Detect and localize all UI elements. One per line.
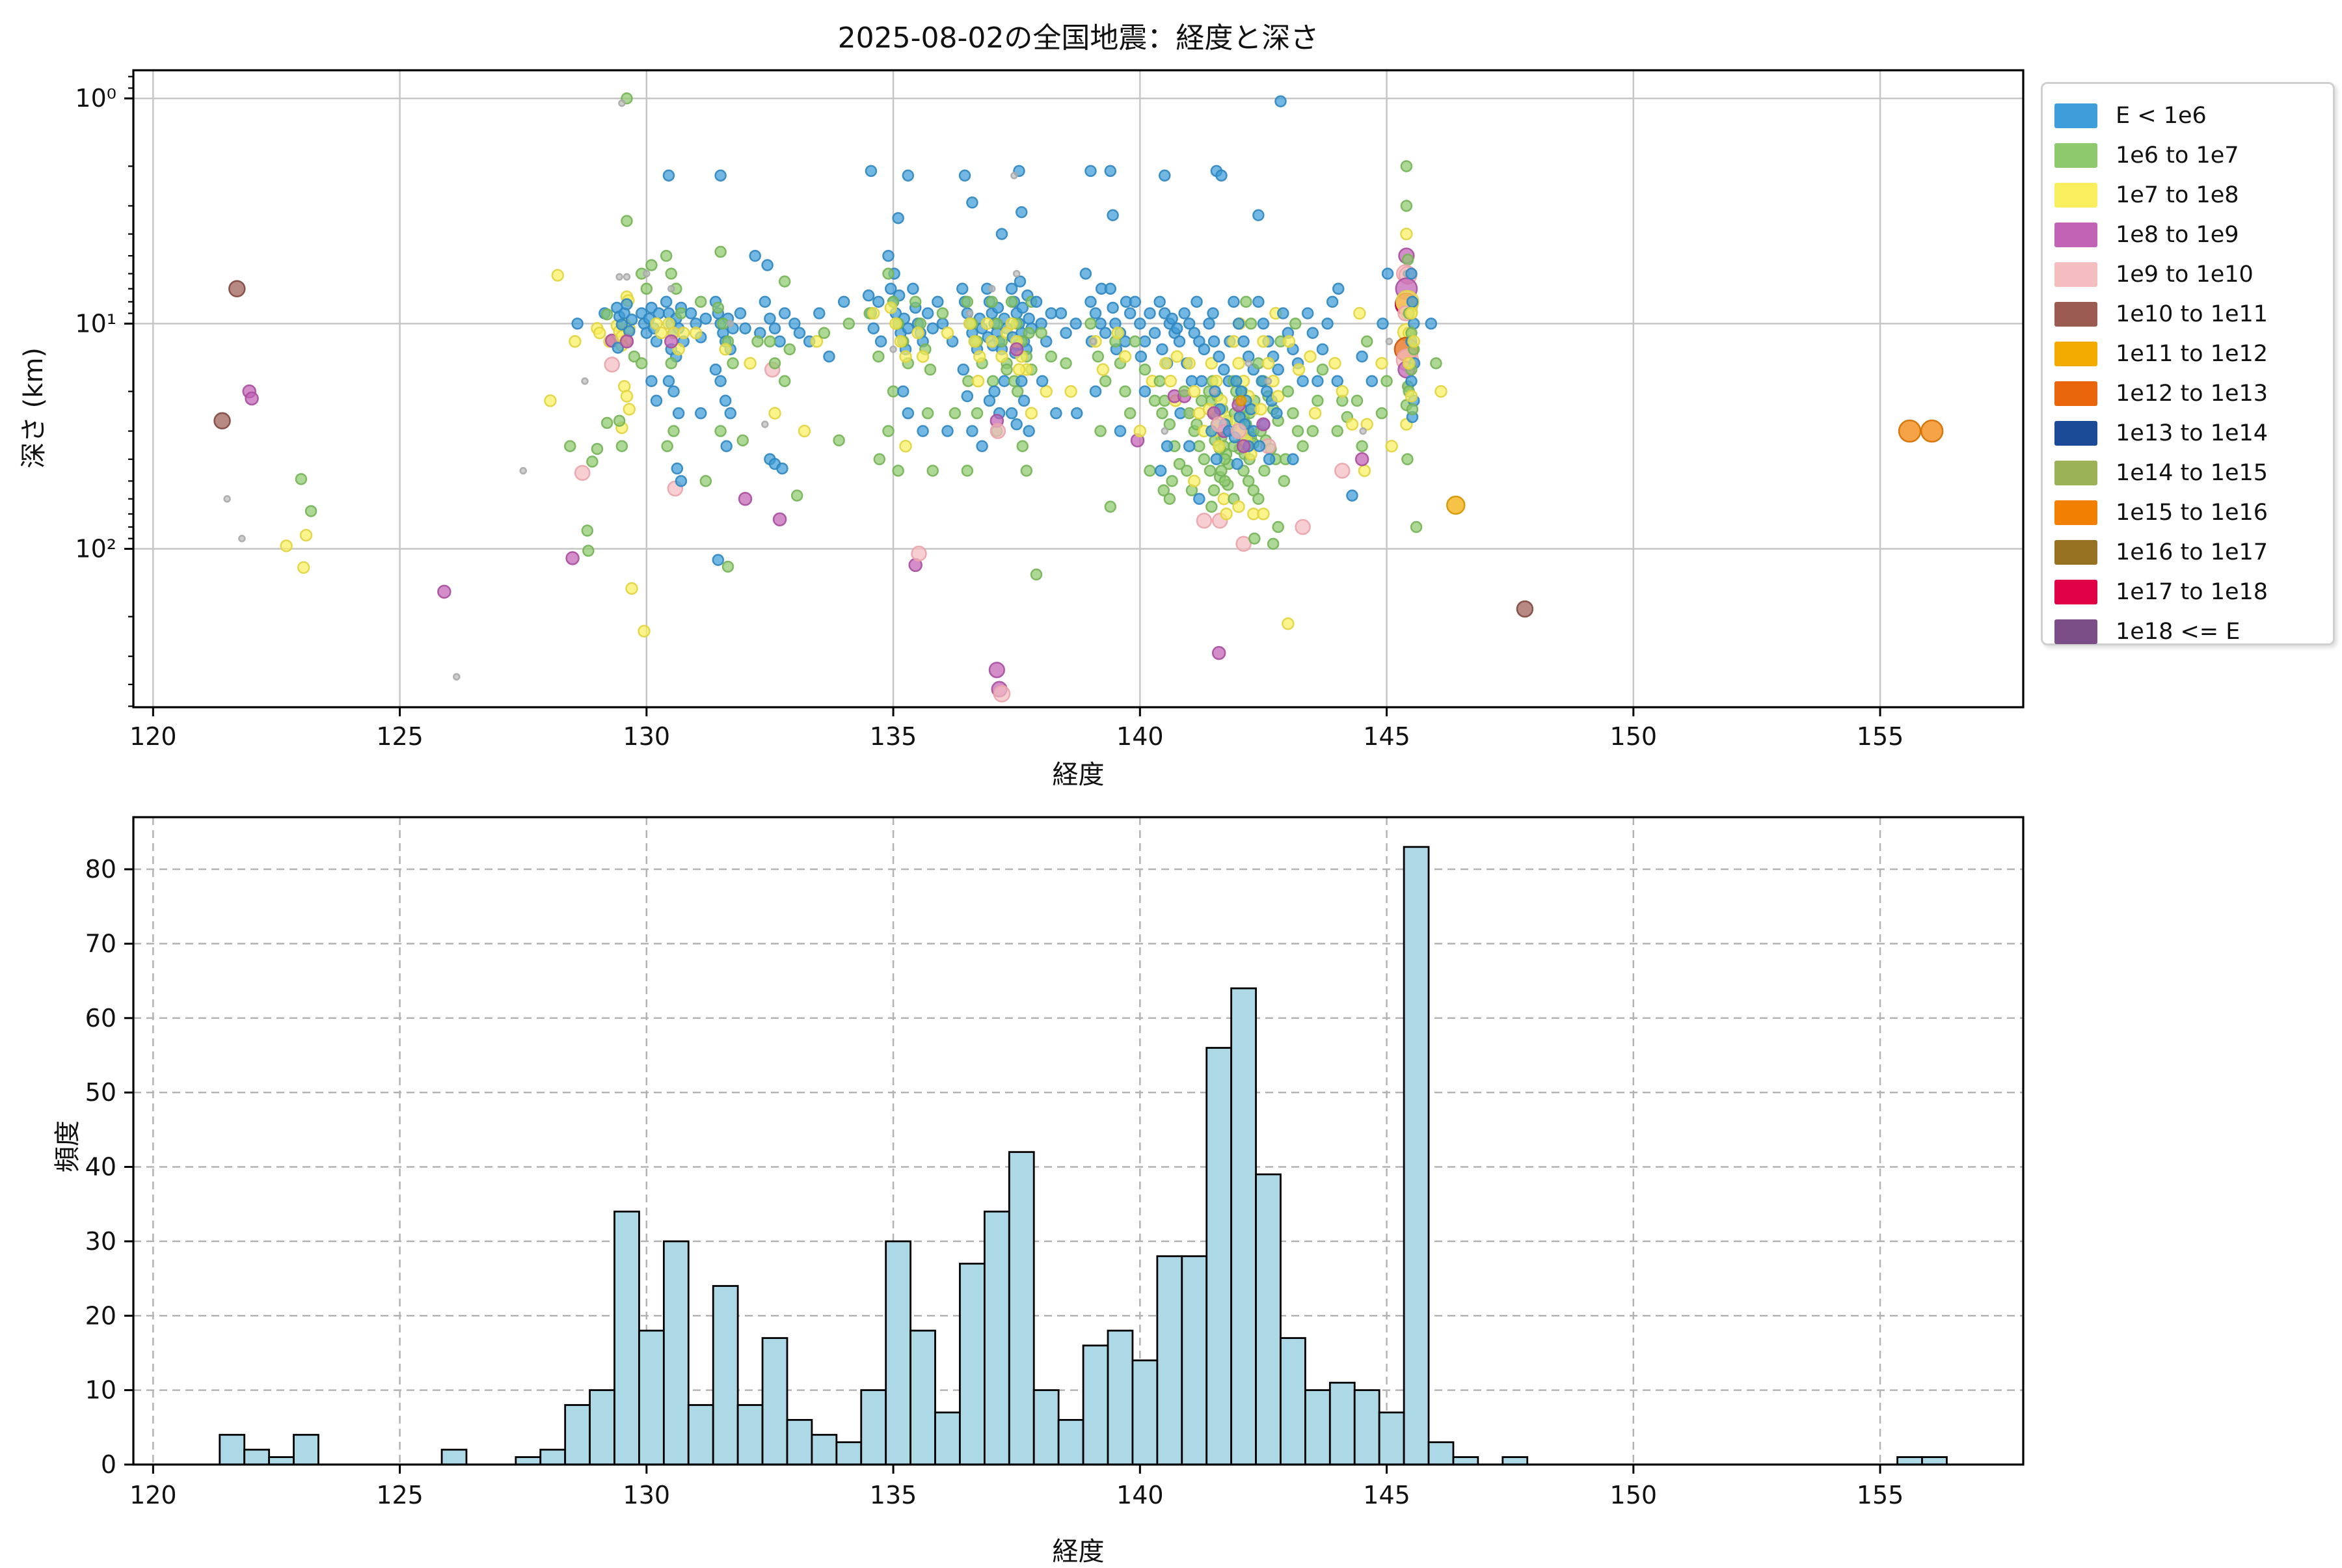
scatter-ylabel: 深さ (km): [19, 347, 49, 469]
legend-swatch: [2054, 103, 2097, 128]
legend-swatch: [2054, 142, 2097, 168]
legend-item: 1e15 to 1e16: [2054, 493, 2333, 532]
legend-item: 1e11 to 1e12: [2054, 334, 2333, 373]
svg-text:60: 60: [85, 1004, 116, 1033]
svg-text:40: 40: [85, 1153, 116, 1182]
legend-label: 1e7 to 1e8: [2116, 182, 2239, 208]
legend-swatch: [2054, 579, 2097, 604]
legend-label: 1e14 to 1e15: [2116, 459, 2268, 486]
legend-item: 1e9 to 1e10: [2054, 254, 2333, 294]
svg-text:145: 145: [1363, 1481, 1410, 1509]
svg-text:150: 150: [1610, 722, 1658, 751]
legend-label: 1e17 to 1e18: [2116, 578, 2268, 605]
svg-text:140: 140: [1116, 722, 1164, 751]
svg-text:145: 145: [1363, 722, 1410, 751]
legend-item: 1e6 to 1e7: [2054, 135, 2333, 175]
legend-item: E < 1e6: [2054, 96, 2333, 135]
legend-item: 1e16 to 1e17: [2054, 532, 2333, 572]
svg-text:155: 155: [1857, 722, 1904, 751]
legend-swatch: [2054, 182, 2097, 208]
legend-label: 1e15 to 1e16: [2116, 499, 2268, 526]
legend-label: 1e18 <= E: [2116, 618, 2241, 645]
svg-text:125: 125: [376, 722, 424, 751]
svg-text:70: 70: [85, 929, 116, 958]
legend-label: 1e16 to 1e17: [2116, 539, 2268, 565]
legend-item: 1e10 to 1e11: [2054, 294, 2333, 334]
legend-swatch: [2054, 381, 2097, 406]
legend-swatch: [2054, 500, 2097, 525]
legend-label: 1e12 to 1e13: [2116, 380, 2268, 407]
legend-label: 1e6 to 1e7: [2116, 142, 2239, 169]
histogram-xlabel: 経度: [1052, 1537, 1105, 1567]
svg-text:130: 130: [623, 1481, 671, 1509]
svg-text:0: 0: [101, 1450, 116, 1479]
legend-swatch: [2054, 341, 2097, 366]
svg-text:150: 150: [1610, 1481, 1658, 1509]
legend-label: 1e9 to 1e10: [2116, 261, 2254, 288]
legend-swatch: [2054, 539, 2097, 565]
legend-item: 1e18 <= E: [2054, 612, 2333, 651]
legend-swatch: [2054, 460, 2097, 485]
svg-text:10: 10: [85, 1376, 116, 1405]
legend-label: 1e8 to 1e9: [2116, 221, 2239, 248]
svg-text:135: 135: [870, 722, 917, 751]
scatter-xlabel: 経度: [1052, 760, 1105, 790]
figure-title: 2025-08-02の全国地震：経度と深さ: [837, 21, 1319, 55]
svg-text:20: 20: [85, 1301, 116, 1330]
svg-text:135: 135: [870, 1481, 917, 1509]
legend-label: 1e11 to 1e12: [2116, 340, 2268, 367]
legend-item: 1e8 to 1e9: [2054, 215, 2333, 254]
energy-legend: E < 1e6 1e6 to 1e7 1e7 to 1e8 1e8 to 1e9 1e9…: [2041, 82, 2335, 645]
svg-text:125: 125: [376, 1481, 424, 1509]
legend-label: 1e10 to 1e11: [2116, 301, 2268, 327]
svg-text:10²: 10²: [75, 535, 116, 563]
legend-item: 1e13 to 1e14: [2054, 413, 2333, 453]
legend-swatch: [2054, 420, 2097, 446]
legend-swatch: [2054, 262, 2097, 287]
svg-text:130: 130: [623, 722, 671, 751]
svg-text:120: 120: [129, 722, 177, 751]
svg-text:140: 140: [1116, 1481, 1164, 1509]
legend-swatch: [2054, 301, 2097, 327]
legend-item: 1e7 to 1e8: [2054, 175, 2333, 215]
svg-text:50: 50: [85, 1078, 116, 1107]
svg-text:10¹: 10¹: [75, 309, 116, 338]
histogram-ylabel: 頻度: [53, 1120, 83, 1172]
svg-text:30: 30: [85, 1227, 116, 1256]
legend-swatch: [2054, 222, 2097, 247]
svg-text:80: 80: [85, 855, 116, 884]
legend-item: 1e12 to 1e13: [2054, 373, 2333, 413]
legend-label: E < 1e6: [2116, 102, 2207, 129]
legend-item: 1e17 to 1e18: [2054, 572, 2333, 612]
svg-text:10⁰: 10⁰: [75, 84, 116, 113]
svg-text:155: 155: [1857, 1481, 1904, 1509]
svg-text:120: 120: [129, 1481, 177, 1509]
legend-label: 1e13 to 1e14: [2116, 420, 2268, 446]
legend-swatch: [2054, 619, 2097, 644]
legend-item: 1e14 to 1e15: [2054, 453, 2333, 493]
